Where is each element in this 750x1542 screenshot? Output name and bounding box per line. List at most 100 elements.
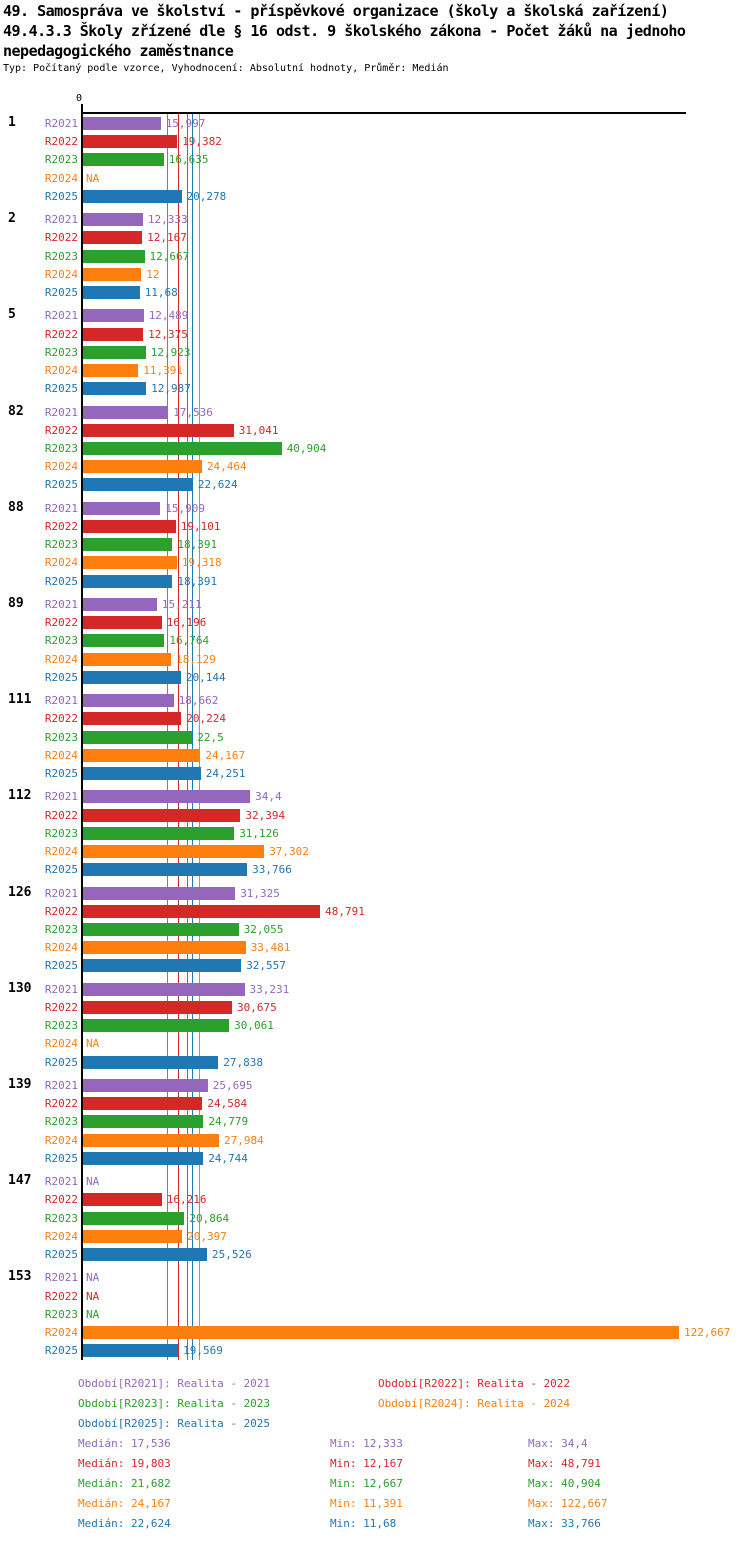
bar [83,863,248,877]
bar [83,117,161,130]
bar-value-label: 40,904 [286,442,327,455]
bar [83,442,282,455]
bar-value-label: 30,061 [234,1019,274,1033]
bar-value-label: 24,584 [207,1097,248,1111]
series-label-R2022: R2022 [44,1289,78,1303]
bar [83,1055,219,1069]
series-label-R2025: R2025 [44,670,78,684]
stat-max-R2025: Max: 33,766 [528,1517,601,1530]
bar [83,748,201,762]
bar-value-label: 30,675 [237,1001,277,1014]
series-label-R2025: R2025 [44,1248,78,1261]
group-label: 153 [8,1269,32,1285]
bar-value-label: 12,987 [151,382,191,396]
group-label: 111 [8,692,32,708]
series-label-R2023: R2023 [44,1019,78,1033]
bar [83,327,144,341]
series-label-R2021: R2021 [44,117,78,130]
bar [83,460,202,474]
bar [83,767,201,780]
stat-min-R2023: Min: 12,667 [330,1477,403,1490]
bar [83,1001,232,1014]
legend-entry-R2024: Období[R2024]: Realita - 2024 [378,1397,571,1410]
series-label-R2023: R2023 [44,345,78,359]
group-label: 82 [8,403,24,419]
bar-value-label: 18,391 [177,574,218,588]
y-axis-line [81,104,83,1360]
bar-value-label: 19,382 [182,135,222,149]
bar-value-label: 24,744 [208,1151,248,1165]
series-label-R2023: R2023 [44,153,78,167]
bar [83,941,246,955]
bar-value-label: 12,667 [149,249,190,263]
bar-value-label: 20,397 [187,1229,227,1243]
series-label-R2021: R2021 [44,982,78,996]
bar [83,1326,679,1339]
bar-value-label: 24,167 [205,748,246,762]
series-label-R2022: R2022 [44,327,78,341]
bar-value-label: 12,375 [148,327,188,341]
na-value-label: NA [86,1289,100,1303]
legend-entry-R2025: Období[R2025]: Realita - 2025 [78,1417,271,1430]
bar-value-label: 12,333 [147,213,188,227]
bar [83,808,241,822]
bar-value-label: 24,464 [206,460,247,474]
bar [83,135,178,149]
bar-value-label: 19,318 [181,556,222,570]
bar-value-label: 24,251 [205,767,246,780]
series-label-R2023: R2023 [44,1115,78,1129]
stat-min-R2025: Min: 11,68 [330,1517,397,1530]
bar-value-label: 33,231 [249,982,290,996]
bar-value-label: 33,481 [250,941,291,955]
series-label-R2022: R2022 [44,1097,78,1111]
stat-median-R2024: Medián: 24,167 [78,1497,171,1510]
bar [83,556,177,570]
series-label-R2022: R2022 [44,135,78,149]
series-label-R2023: R2023 [44,730,78,744]
bar [83,923,239,936]
legend-entry-R2022: Období[R2022]: Realita - 2022 [378,1377,571,1390]
bar-value-label: 32,394 [245,808,286,822]
group-label: 5 [8,307,16,323]
series-label-R2024: R2024 [44,556,78,570]
series-label-R2023: R2023 [44,249,78,263]
median-line-R2024 [199,112,201,1360]
bar-value-label: 34,4 [255,790,282,804]
series-label-R2025: R2025 [44,382,78,396]
bar [83,423,234,437]
bar-value-label: 18,391 [177,538,218,552]
bar [83,1151,204,1165]
bar [83,478,193,492]
series-label-R2022: R2022 [44,712,78,726]
bar-value-label: 11,68 [144,286,178,299]
bar [83,845,265,858]
bar [83,616,162,630]
series-label-R2021: R2021 [44,886,78,900]
bar-value-label: 20,224 [186,712,227,726]
stat-min-R2022: Min: 12,167 [330,1457,403,1470]
series-label-R2024: R2024 [44,1326,78,1339]
stat-median-R2025: Medián: 22,624 [78,1517,171,1530]
series-label-R2024: R2024 [44,460,78,474]
bar [83,1193,162,1207]
bar [83,904,321,918]
series-label-R2022: R2022 [44,808,78,822]
series-label-R2024: R2024 [44,1037,78,1051]
series-label-R2023: R2023 [44,923,78,936]
bar [83,382,147,396]
x-axis-line [82,112,686,114]
legend-entry-R2021: Období[R2021]: Realita - 2021 [78,1377,271,1390]
series-label-R2022: R2022 [44,520,78,533]
series-label-R2025: R2025 [44,1344,78,1358]
bar-value-label: 27,984 [224,1133,264,1147]
bar-value-label: 48,791 [325,904,365,918]
bar-value-label: 15,909 [165,501,206,515]
na-value-label: NA [86,1175,100,1189]
na-value-label: NA [86,171,100,185]
series-label-R2021: R2021 [44,1175,78,1189]
bar [83,694,174,708]
bar-value-label: 31,041 [238,423,279,437]
bar [83,634,165,648]
chart-title-line2: 49.4.3.3 Školy zřízené dle § 16 odst. 9 … [3,22,686,40]
bar [83,153,164,167]
